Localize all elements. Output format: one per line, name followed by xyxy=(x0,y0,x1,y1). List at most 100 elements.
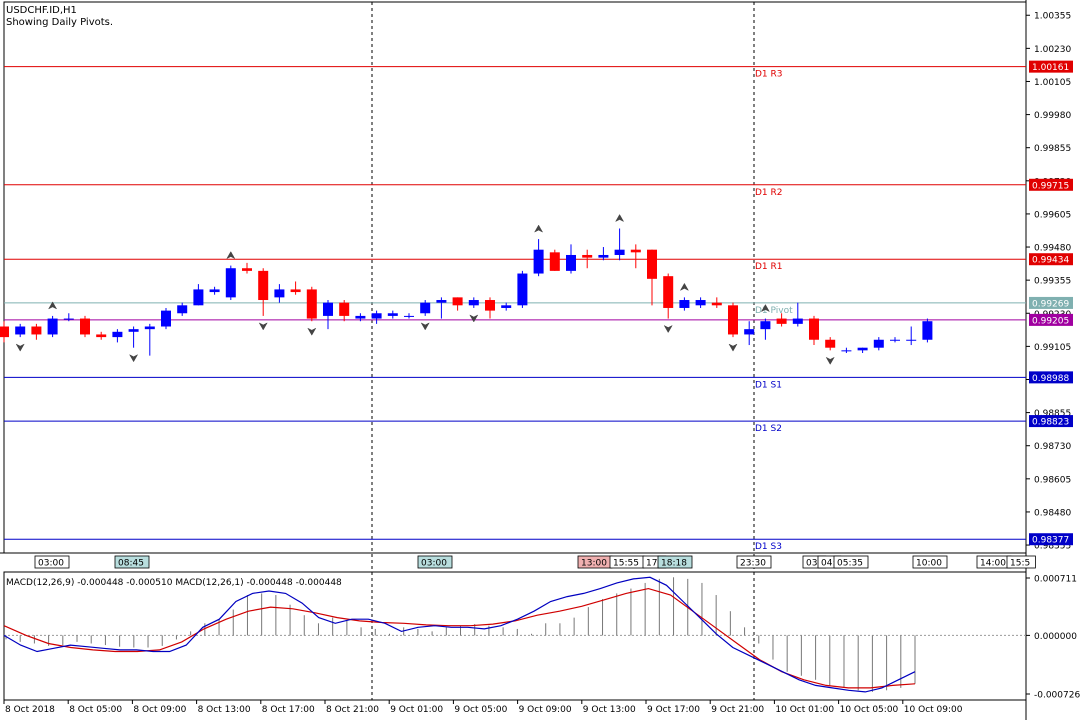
bull-candle xyxy=(922,321,933,340)
event-tag xyxy=(657,555,693,569)
macd-signal-line xyxy=(3,587,916,689)
bull-candle xyxy=(517,273,528,306)
event-tag xyxy=(1006,555,1036,569)
pivot-label: D1 R1 xyxy=(755,262,783,272)
event-tag-text: 04: xyxy=(821,559,835,569)
event-tag-text: 15:55 xyxy=(613,559,639,569)
time-tick-label: 9 Oct 17:00 xyxy=(647,705,700,715)
fractal-up-icon xyxy=(760,304,771,313)
bull-candle xyxy=(679,300,690,308)
bear-candle xyxy=(0,326,9,338)
price-tick-label: 0.99980 xyxy=(1034,111,1071,121)
bull-candle xyxy=(873,339,884,348)
event-tag-text: 14:00 xyxy=(980,559,1006,569)
fractal-down-icon xyxy=(15,343,25,352)
bull-candle xyxy=(193,289,204,306)
macd-tick-label: 0.000711 xyxy=(1034,575,1077,585)
pivot-price-tag-text: 0.99715 xyxy=(1032,181,1069,191)
pivot-label: D1 R2 xyxy=(755,188,783,198)
time-tick-label: 10 Oct 09:00 xyxy=(904,705,963,715)
event-tag xyxy=(417,555,453,569)
pivot-price-tag xyxy=(1029,60,1073,73)
event-tag-text: 03:00 xyxy=(421,559,447,569)
event-tag-text: 10:00 xyxy=(916,559,942,569)
bull-candle xyxy=(533,249,544,274)
price-pane xyxy=(3,1,1027,554)
pivot-price-tag-text: 0.99269 xyxy=(1032,299,1069,309)
current-price-tag xyxy=(1029,313,1073,326)
event-tag xyxy=(736,555,772,569)
bear-candle xyxy=(809,318,819,340)
fractal-down-icon xyxy=(258,322,268,331)
pivot-label: D1 S3 xyxy=(755,542,782,552)
event-tag xyxy=(114,555,150,569)
event-tag-text: 03:00 xyxy=(38,559,64,569)
event-tag-text: 18:18 xyxy=(661,559,687,569)
fractal-down-icon xyxy=(307,327,317,336)
bull-candle xyxy=(371,313,382,319)
macd-pane xyxy=(3,571,1027,701)
time-tick-label: 9 Oct 01:00 xyxy=(390,705,443,715)
bear-candle xyxy=(647,249,657,279)
bear-candle xyxy=(711,302,722,306)
time-tick-label: 9 Oct 21:00 xyxy=(711,705,764,715)
time-tick-label: 10 Oct 05:00 xyxy=(840,705,899,715)
fractal-up-icon xyxy=(226,251,236,260)
bear-candle xyxy=(290,289,301,293)
bear-candle xyxy=(630,249,641,253)
fractal-down-icon xyxy=(825,356,835,365)
bull-candle xyxy=(420,302,431,314)
bull-candle xyxy=(15,326,26,335)
bull-candle xyxy=(177,305,188,314)
pivot-price-tag xyxy=(1029,178,1073,191)
current-price-tag-text: 0.99205 xyxy=(1032,316,1069,326)
fractal-up-icon xyxy=(533,224,544,233)
pivot-price-tag xyxy=(1029,253,1073,266)
time-tick-label: 8 Oct 2018 xyxy=(5,705,55,715)
pivot-price-tag-text: 1.00161 xyxy=(1032,63,1069,73)
bull-candle xyxy=(841,350,852,352)
price-tick-label: 0.98855 xyxy=(1034,409,1071,419)
time-tick-label: 8 Oct 05:00 xyxy=(69,705,122,715)
bull-candle xyxy=(890,339,900,341)
bull-candle xyxy=(387,313,398,316)
bull-candle xyxy=(355,315,366,319)
bear-candle xyxy=(549,252,560,271)
pivot-price-tag xyxy=(1029,415,1073,428)
bull-candle xyxy=(404,315,414,317)
bull-candle xyxy=(566,254,576,271)
price-tick-label: 0.98605 xyxy=(1034,475,1071,485)
price-tick-label: 1.00230 xyxy=(1034,45,1071,55)
event-tag-text: 13:00 xyxy=(581,559,607,569)
bear-candle xyxy=(80,318,90,335)
bull-candle xyxy=(598,254,609,258)
time-tick-label: 9 Oct 09:00 xyxy=(519,705,572,715)
bear-candle xyxy=(485,300,495,311)
fractal-down-icon xyxy=(728,343,738,352)
pivot-price-tag xyxy=(1029,371,1073,384)
bull-candle xyxy=(63,318,74,320)
time-tick-label: 8 Oct 09:00 xyxy=(133,705,186,715)
fractal-up-icon xyxy=(614,213,625,223)
bull-candle xyxy=(112,331,123,338)
bear-candle xyxy=(242,268,252,271)
bear-candle xyxy=(582,254,593,258)
fractal-down-icon xyxy=(469,314,479,323)
bear-candle xyxy=(452,297,463,306)
fractal-down-icon xyxy=(420,322,430,331)
bear-candle xyxy=(96,334,107,338)
bull-candle xyxy=(501,305,512,308)
bull-candle xyxy=(614,249,625,255)
event-tag-text: 23:30 xyxy=(740,559,766,569)
pivot-price-tag-text: 0.99434 xyxy=(1032,256,1069,266)
bull-candle xyxy=(225,268,236,298)
bear-candle xyxy=(776,318,787,324)
price-tick-label: 0.99855 xyxy=(1034,144,1071,154)
price-tick-label: 0.99105 xyxy=(1034,343,1071,353)
bull-candle xyxy=(695,300,706,306)
bear-candle xyxy=(31,326,42,335)
time-tick-label: 9 Oct 13:00 xyxy=(583,705,636,715)
macd-tick-label: -0.000726 xyxy=(1034,691,1080,701)
